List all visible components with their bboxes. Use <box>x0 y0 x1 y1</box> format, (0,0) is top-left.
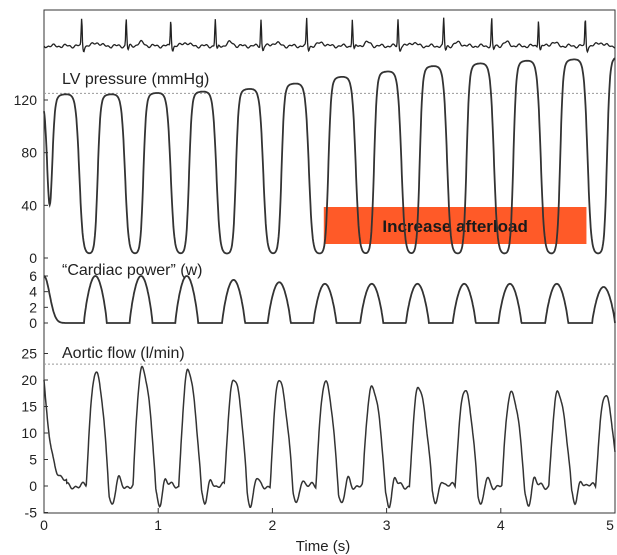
lv-pressure-trace <box>43 57 616 255</box>
xtick-label-4: 4 <box>497 517 505 533</box>
xtick-label-0: 0 <box>40 517 48 533</box>
cardiac_power-ytick-label-3: 6 <box>29 268 37 284</box>
xtick-label-5: 5 <box>606 517 614 533</box>
lv-pressure-title: LV pressure (mmHg) <box>62 71 209 88</box>
afterload-banner-label: Increase afterload <box>382 217 528 236</box>
cardiac-power-trace <box>43 275 616 324</box>
x-axis-title: Time (s) <box>296 538 350 555</box>
plot-frame <box>43 9 616 514</box>
xtick-label-2: 2 <box>269 517 277 533</box>
cardiac_power-ytick-label-1: 2 <box>29 299 37 315</box>
lv_pressure-ytick-label-3: 120 <box>14 92 38 108</box>
aortic-flow-title: Aortic flow (l/min) <box>62 345 185 362</box>
aortic_flow-ytick-label-2: 5 <box>29 452 37 468</box>
ecg-trace <box>43 17 616 54</box>
cardiac_power-ytick-label-0: 0 <box>29 315 37 331</box>
aortic-flow-trace <box>43 365 616 509</box>
xtick-label-1: 1 <box>154 517 162 533</box>
cardiac_power-ytick-label-2: 4 <box>29 284 37 300</box>
aortic_flow-ytick-label-6: 25 <box>21 346 37 362</box>
lv_pressure-ytick-label-0: 0 <box>29 250 37 266</box>
xtick-label-3: 3 <box>383 517 391 533</box>
cardiac-power-title: “Cardiac power” (w) <box>62 262 202 279</box>
aortic_flow-ytick-label-1: 0 <box>29 478 37 494</box>
lv_pressure-ytick-label-1: 40 <box>21 197 37 213</box>
aortic_flow-ytick-label-5: 20 <box>21 372 37 388</box>
aortic_flow-ytick-label-3: 10 <box>21 425 37 441</box>
aortic_flow-ytick-label-0: -5 <box>25 505 38 521</box>
lv_pressure-ytick-label-2: 80 <box>21 145 37 161</box>
aortic_flow-ytick-label-4: 15 <box>21 399 37 415</box>
